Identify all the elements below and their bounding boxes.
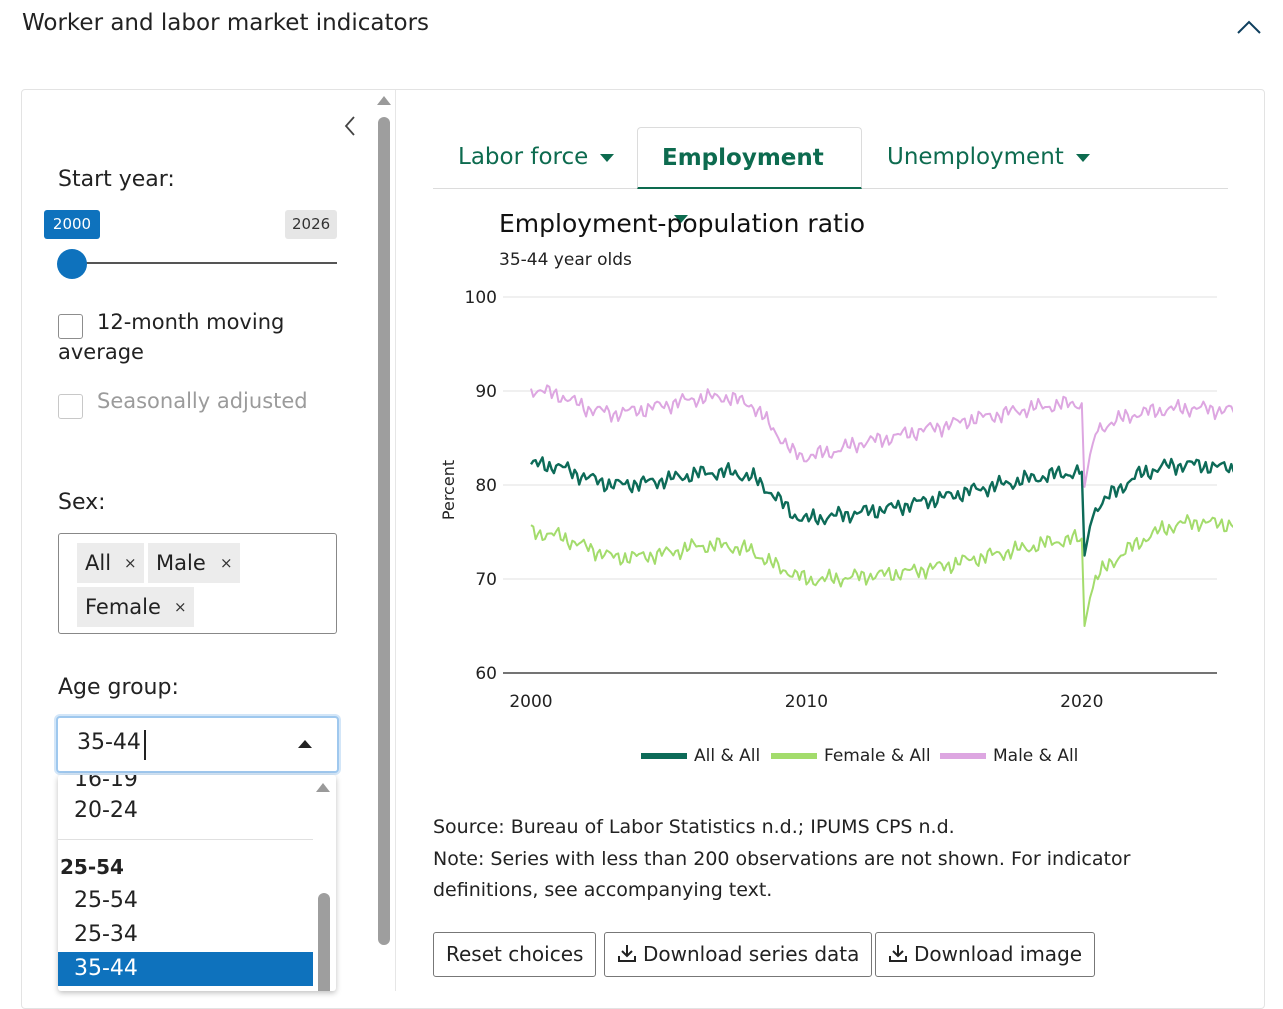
chevron-up-icon [1237, 20, 1261, 34]
caret-down-icon [1075, 153, 1090, 162]
y-tick-label: 60 [475, 664, 497, 684]
remove-chip-icon[interactable]: × [174, 598, 187, 616]
age-group-select[interactable]: 35-44 [56, 716, 339, 773]
y-axis-label: Percent [439, 460, 458, 520]
chevron-up-icon[interactable] [298, 740, 312, 748]
sex-chip-all[interactable]: All × [77, 543, 144, 583]
seasonally-adjusted-label: Seasonally adjusted [97, 389, 308, 413]
definitions-note: definitions, see accompanying text. [433, 879, 773, 901]
tab-label: Employment [662, 145, 824, 171]
download-series-button[interactable]: Download series data [604, 932, 873, 977]
section-title: Worker and labor market indicators [22, 10, 430, 36]
start-year-label: Start year: [58, 167, 175, 192]
tab-labor-force[interactable]: Labor force [436, 127, 636, 189]
button-label: Download series data [643, 942, 860, 966]
moving-average-checkbox[interactable] [58, 314, 83, 339]
sex-multiselect[interactable] [58, 533, 337, 634]
seasonally-adjusted-checkbox[interactable] [58, 394, 83, 419]
start-year-to-badge: 2026 [285, 210, 337, 239]
chip-label: Female [85, 595, 161, 619]
chip-label: Male [156, 551, 206, 575]
start-year-from-badge: 2000 [44, 210, 100, 239]
observations-note: Note: Series with less than 200 observat… [433, 848, 1131, 870]
download-icon [618, 945, 636, 962]
legend-swatch-1 [771, 753, 817, 759]
age-option-selected[interactable]: 35-44 [58, 952, 313, 986]
moving-average-label: 12-month moving average [58, 310, 285, 364]
x-tick-label: 2020 [1060, 692, 1103, 712]
legend-swatch-2 [940, 753, 986, 759]
download-image-button[interactable]: Download image [875, 932, 1096, 977]
tab-employment[interactable]: Employment [637, 127, 862, 223]
text-cursor [144, 730, 146, 760]
sex-chip-female[interactable]: Female × [77, 587, 194, 627]
tab-label: Unemployment [887, 144, 1064, 170]
age-option[interactable]: 16-19 [74, 775, 138, 792]
chevron-left-icon [344, 116, 355, 136]
x-tick-label: 2010 [785, 692, 828, 712]
legend-label-2: Male & All [993, 746, 1079, 766]
employment-chart: 60 70 80 90 100 2000 2010 2020 Percent [439, 288, 1233, 712]
y-tick-label: 70 [475, 570, 497, 590]
y-tick-label: 90 [475, 382, 497, 402]
option-divider [58, 839, 313, 840]
source-note: Source: Bureau of Labor Statistics n.d.;… [433, 816, 955, 838]
sidebar-scrollbar-thumb[interactable] [378, 117, 390, 945]
tab-unemployment[interactable]: Unemployment [865, 127, 1112, 189]
age-option[interactable]: 20-24 [74, 798, 138, 823]
age-group-label: Age group: [58, 675, 179, 700]
x-tick-label: 2000 [509, 692, 552, 712]
y-tick-label: 100 [465, 288, 497, 308]
age-group-value: 35-44 [77, 730, 141, 755]
legend-label-0: All & All [694, 746, 761, 766]
y-tick-label: 80 [475, 476, 497, 496]
age-option[interactable]: 25-34 [74, 922, 138, 947]
age-group-dropdown: 16-19 20-24 25-54 25-54 25-34 35-44 [58, 775, 336, 991]
scroll-up-arrow-icon[interactable] [377, 96, 391, 105]
sidebar [22, 90, 396, 991]
start-year-slider-track[interactable] [72, 262, 337, 264]
caret-down-icon [600, 153, 615, 162]
age-option-group-header: 25-54 [60, 855, 124, 879]
dropdown-scrollbar-thumb[interactable] [318, 893, 330, 991]
caret-down-icon [674, 214, 688, 223]
start-year-slider-handle[interactable] [57, 249, 87, 279]
collapse-section-button[interactable] [1232, 12, 1266, 42]
button-label: Download image [914, 942, 1083, 966]
sidebar-collapse-button[interactable] [338, 112, 362, 140]
chart-title: Employment-population ratio [499, 209, 866, 238]
chart-subtitle: 35-44 year olds [499, 250, 632, 270]
chip-label: All [85, 551, 112, 575]
remove-chip-icon[interactable]: × [220, 554, 233, 572]
legend-label-1: Female & All [824, 746, 931, 766]
sex-label: Sex: [58, 490, 106, 515]
series-line-1 [530, 456, 1233, 557]
sex-chip-male[interactable]: Male × [148, 543, 240, 583]
download-icon [889, 945, 907, 962]
series-line-3 [530, 384, 1233, 488]
tab-label: Labor force [458, 144, 589, 170]
age-option[interactable]: 25-54 [74, 888, 138, 913]
dropdown-scroll-up-icon[interactable] [316, 783, 330, 792]
remove-chip-icon[interactable]: × [124, 554, 137, 572]
legend-swatch-0 [641, 753, 687, 759]
reset-choices-button[interactable]: Reset choices [433, 932, 597, 977]
button-label: Reset choices [446, 942, 584, 966]
series-line-2 [530, 514, 1233, 627]
